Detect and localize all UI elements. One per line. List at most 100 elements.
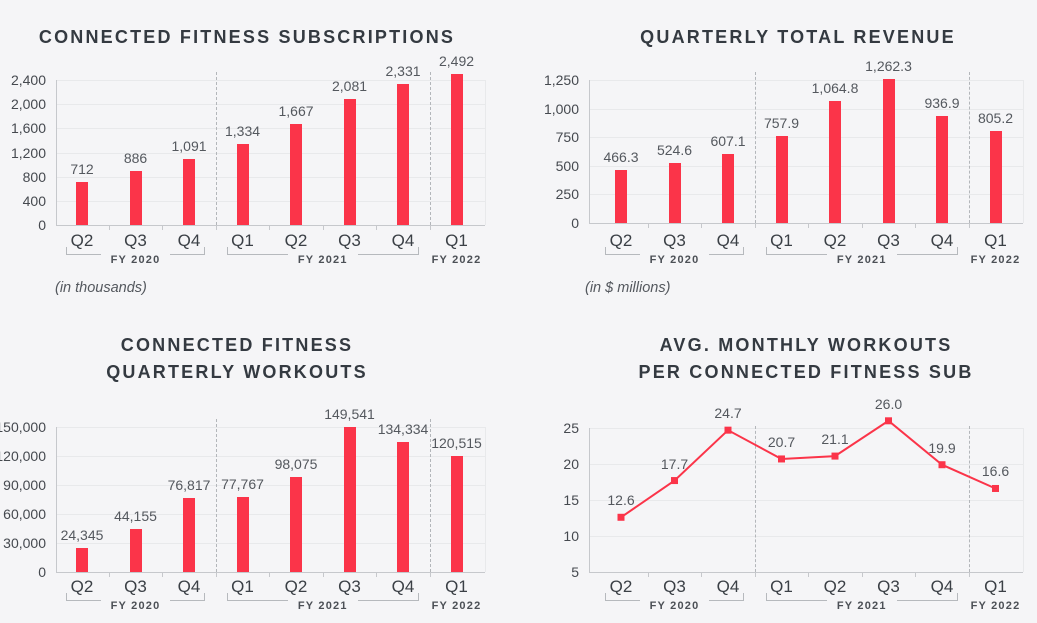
fiscal-year-bracket: FY 2021 bbox=[765, 247, 959, 269]
bracket-end-tick bbox=[226, 593, 228, 601]
chart-title: CONNECTED FITNESS QUARTERLY WORKOUTS bbox=[106, 332, 368, 386]
fiscal-year-label: FY 2020 bbox=[110, 254, 161, 266]
plot-right-border bbox=[1023, 428, 1024, 572]
y-axis-tick-label: 1,250 bbox=[543, 72, 579, 88]
fiscal-year-label: FY 2022 bbox=[970, 600, 1021, 612]
x-category-label: Q2 bbox=[823, 577, 847, 596]
x-axis-tick bbox=[429, 226, 431, 230]
y-axis-tick-label: 90,000 bbox=[3, 477, 46, 493]
gridline bbox=[56, 80, 485, 81]
bar bbox=[722, 153, 734, 223]
fiscal-year-label: FY 2022 bbox=[970, 254, 1021, 266]
gridline bbox=[589, 165, 1023, 167]
bracket-end-tick bbox=[605, 247, 606, 255]
gridline bbox=[589, 428, 1023, 429]
x-axis-tick bbox=[108, 226, 110, 230]
x-axis-tick bbox=[915, 573, 917, 577]
plot-right-border bbox=[485, 80, 486, 225]
x-axis-tick bbox=[108, 573, 110, 577]
y-axis-tick-label: 0 bbox=[38, 217, 46, 233]
chart-title-line: AVG. MONTHLY WORKOUTS bbox=[659, 335, 953, 355]
point-value-label: 20.7 bbox=[767, 433, 796, 450]
fiscal-year-separator bbox=[429, 419, 431, 572]
gridline bbox=[589, 108, 1023, 110]
y-axis-tick-label: 0 bbox=[38, 564, 46, 580]
fiscal-year-label: FY 2021 bbox=[836, 254, 887, 266]
chart-title-line: QUARTERLY TOTAL REVENUE bbox=[640, 27, 956, 47]
bar bbox=[668, 162, 681, 223]
bracket-line bbox=[170, 254, 205, 255]
y-axis-line bbox=[56, 80, 57, 225]
bar-value-label: 44,155 bbox=[114, 508, 157, 525]
bar bbox=[450, 455, 463, 572]
x-category-label: Q4 bbox=[930, 577, 954, 596]
fiscal-year-label: FY 2020 bbox=[649, 254, 700, 266]
bar-value-label: 1,091 bbox=[171, 138, 207, 155]
x-category-label: Q1 bbox=[231, 231, 254, 250]
plot-right-border bbox=[485, 427, 486, 572]
chart-title-line: PER CONNECTED FITNESS SUB bbox=[638, 362, 974, 382]
bracket-line bbox=[227, 600, 288, 601]
x-axis-line bbox=[56, 572, 485, 573]
fiscal-year-bracket: FY 2021 bbox=[765, 593, 959, 615]
x-axis-line bbox=[56, 225, 485, 226]
fiscal-year-separator bbox=[429, 72, 431, 225]
bar-value-label: 2,081 bbox=[331, 78, 368, 95]
bar-value-label: 1,667 bbox=[278, 103, 314, 120]
bracket-line bbox=[67, 254, 101, 255]
fiscal-year-label: FY 2020 bbox=[110, 600, 161, 612]
chart-title: CONNECTED FITNESS SUBSCRIPTIONS bbox=[39, 24, 455, 51]
data-point-marker bbox=[885, 417, 892, 425]
fiscal-year-separator bbox=[968, 426, 970, 572]
bar-value-label: 936.9 bbox=[924, 94, 960, 111]
y-axis-tick-label: 150,000 bbox=[0, 419, 46, 435]
x-axis-tick bbox=[376, 573, 378, 577]
bar-value-label: 1,262.3 bbox=[865, 57, 912, 74]
y-axis-tick-label: 5 bbox=[571, 564, 579, 580]
gridline bbox=[589, 194, 1023, 196]
unit-note: (in $ millions) bbox=[585, 280, 671, 296]
gridline bbox=[589, 536, 1023, 537]
gridline bbox=[589, 137, 1023, 139]
x-category-label: Q2 bbox=[284, 231, 308, 250]
point-value-label: 26.0 bbox=[874, 395, 903, 412]
bar bbox=[290, 124, 302, 225]
data-point-marker bbox=[617, 513, 625, 521]
x-axis-line bbox=[589, 223, 1023, 224]
y-axis-tick-label: 15 bbox=[563, 492, 579, 508]
x-category-label: Q1 bbox=[984, 577, 1007, 596]
bracket-line bbox=[357, 254, 419, 255]
data-point-marker bbox=[671, 477, 678, 485]
data-point-marker bbox=[831, 452, 839, 460]
x-category-label: Q3 bbox=[877, 577, 900, 596]
y-axis-tick-label: 500 bbox=[555, 157, 579, 174]
x-axis-line bbox=[589, 572, 1023, 573]
bar bbox=[450, 74, 463, 225]
y-axis-line bbox=[589, 428, 590, 572]
x-axis-tick bbox=[754, 224, 756, 228]
fiscal-year-bracket: FY 2020 bbox=[66, 593, 206, 615]
bar bbox=[76, 548, 88, 572]
x-category-label: Q2 bbox=[70, 577, 94, 596]
y-axis-line bbox=[589, 80, 590, 223]
gridline bbox=[56, 485, 485, 486]
bar-value-label: 524.6 bbox=[656, 141, 693, 158]
y-axis-tick-label: 1,000 bbox=[543, 100, 579, 117]
x-category-label: Q3 bbox=[338, 577, 361, 596]
fiscal-year-separator bbox=[754, 72, 756, 223]
x-axis-tick bbox=[215, 573, 217, 577]
x-category-label: Q1 bbox=[445, 577, 468, 596]
bracket-end-tick bbox=[66, 593, 67, 601]
x-axis-tick bbox=[647, 573, 649, 577]
fiscal-year-bracket: FY 2021 bbox=[226, 593, 420, 615]
x-category-label: Q3 bbox=[663, 231, 686, 250]
gridline bbox=[56, 128, 485, 130]
point-value-label: 17.7 bbox=[660, 455, 689, 472]
bracket-end-tick bbox=[204, 593, 206, 601]
bracket-line bbox=[67, 600, 101, 601]
fiscal-year-label: FY 2021 bbox=[836, 600, 887, 612]
y-axis-tick-label: 2,000 bbox=[10, 96, 46, 113]
y-axis-tick-label: 750 bbox=[555, 129, 579, 146]
bar-value-label: 76,817 bbox=[167, 476, 211, 493]
